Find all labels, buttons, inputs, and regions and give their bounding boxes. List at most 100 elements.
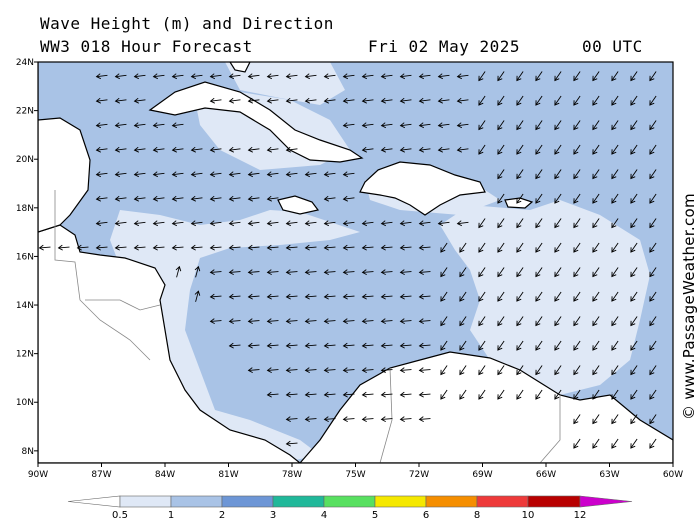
direction-arrow xyxy=(592,414,600,425)
direction-arrow xyxy=(285,220,298,227)
direction-arrow xyxy=(114,171,127,178)
lat-tick-label: 22N xyxy=(16,107,34,117)
direction-arrow xyxy=(399,122,412,129)
direction-arrow xyxy=(440,365,448,376)
direction-arrow xyxy=(535,120,543,131)
direction-arrow xyxy=(497,193,505,204)
direction-arrow xyxy=(361,244,374,251)
direction-arrow xyxy=(611,267,619,278)
direction-arrow xyxy=(342,367,355,374)
direction-arrow xyxy=(418,244,431,251)
direction-arrow xyxy=(285,367,298,374)
direction-arrow xyxy=(554,267,562,278)
direction-arrow xyxy=(133,195,146,202)
lon-tick-label: 90W xyxy=(28,470,48,480)
direction-arrow xyxy=(649,291,657,302)
direction-arrow xyxy=(554,95,562,106)
direction-arrow xyxy=(380,391,393,398)
direction-arrow xyxy=(573,438,581,449)
direction-arrow xyxy=(323,367,336,374)
direction-arrow xyxy=(399,293,412,300)
direction-arrow xyxy=(361,146,374,153)
direction-arrow xyxy=(630,169,638,180)
direction-arrow xyxy=(342,122,355,129)
direction-arrow xyxy=(437,146,450,153)
direction-arrow xyxy=(649,438,657,449)
direction-arrow xyxy=(114,97,127,104)
direction-arrow xyxy=(323,416,336,423)
direction-arrow xyxy=(554,291,562,302)
direction-arrow xyxy=(649,365,657,376)
direction-arrow xyxy=(152,244,165,251)
direction-arrow xyxy=(285,342,298,349)
direction-arrow xyxy=(209,171,222,178)
direction-arrow xyxy=(342,97,355,104)
direction-arrow xyxy=(497,144,505,155)
legend-label: 1 xyxy=(168,510,174,521)
direction-arrow xyxy=(266,97,279,104)
direction-arrow xyxy=(304,171,317,178)
direction-arrow xyxy=(190,220,203,227)
direction-arrow xyxy=(342,220,355,227)
lat-tick-label: 20N xyxy=(16,155,34,165)
direction-arrow xyxy=(361,122,374,129)
lon-tick-label: 69W xyxy=(472,470,492,480)
direction-arrow xyxy=(190,195,203,202)
direction-arrow xyxy=(649,71,657,82)
legend-swatch xyxy=(374,495,427,508)
direction-arrow xyxy=(380,318,393,325)
direction-arrow xyxy=(456,122,469,129)
direction-arrow xyxy=(209,293,222,300)
direction-arrow xyxy=(630,267,638,278)
direction-arrow xyxy=(323,244,336,251)
direction-arrow xyxy=(361,318,374,325)
direction-arrow xyxy=(611,438,619,449)
direction-arrow xyxy=(456,146,469,153)
direction-arrow xyxy=(266,146,279,153)
direction-arrow xyxy=(478,120,486,131)
direction-arrow xyxy=(342,195,355,202)
land-central-america xyxy=(38,224,301,463)
direction-arrow xyxy=(630,316,638,327)
direction-arrow xyxy=(399,146,412,153)
direction-arrow xyxy=(478,291,486,302)
direction-arrow xyxy=(380,122,393,129)
direction-arrow xyxy=(573,144,581,155)
direction-arrow xyxy=(228,318,241,325)
direction-arrow xyxy=(114,195,127,202)
direction-arrow xyxy=(285,391,298,398)
direction-arrow xyxy=(459,267,467,278)
direction-arrow xyxy=(437,97,450,104)
chart-title: Wave Height (m) and Direction xyxy=(40,14,334,33)
direction-arrow xyxy=(611,193,619,204)
direction-arrow xyxy=(323,73,336,80)
direction-arrow xyxy=(516,365,524,376)
direction-arrow xyxy=(611,365,619,376)
direction-arrow xyxy=(133,146,146,153)
direction-arrow xyxy=(38,244,51,251)
direction-arrow xyxy=(247,171,260,178)
direction-arrow xyxy=(554,242,562,253)
direction-arrow xyxy=(361,342,374,349)
direction-arrow xyxy=(266,244,279,251)
direction-arrow xyxy=(573,414,581,425)
direction-arrow xyxy=(399,73,412,80)
lat-tick-label: 24N xyxy=(16,58,34,68)
direction-arrow xyxy=(478,218,486,229)
lon-tick-label: 66W xyxy=(536,470,556,480)
direction-arrow xyxy=(228,244,241,251)
direction-arrow xyxy=(323,195,336,202)
direction-arrow xyxy=(304,73,317,80)
direction-arrow xyxy=(133,171,146,178)
direction-arrow xyxy=(611,291,619,302)
legend-label: 0.5 xyxy=(112,510,128,521)
direction-arrow xyxy=(76,244,89,251)
direction-arrow xyxy=(535,71,543,82)
direction-arrow xyxy=(459,291,467,302)
lon-tick-label: 75W xyxy=(345,470,365,480)
direction-arrow xyxy=(361,391,374,398)
direction-arrow xyxy=(516,169,524,180)
legend-label: 2 xyxy=(219,510,225,521)
direction-arrow xyxy=(497,169,505,180)
direction-arrow xyxy=(418,293,431,300)
